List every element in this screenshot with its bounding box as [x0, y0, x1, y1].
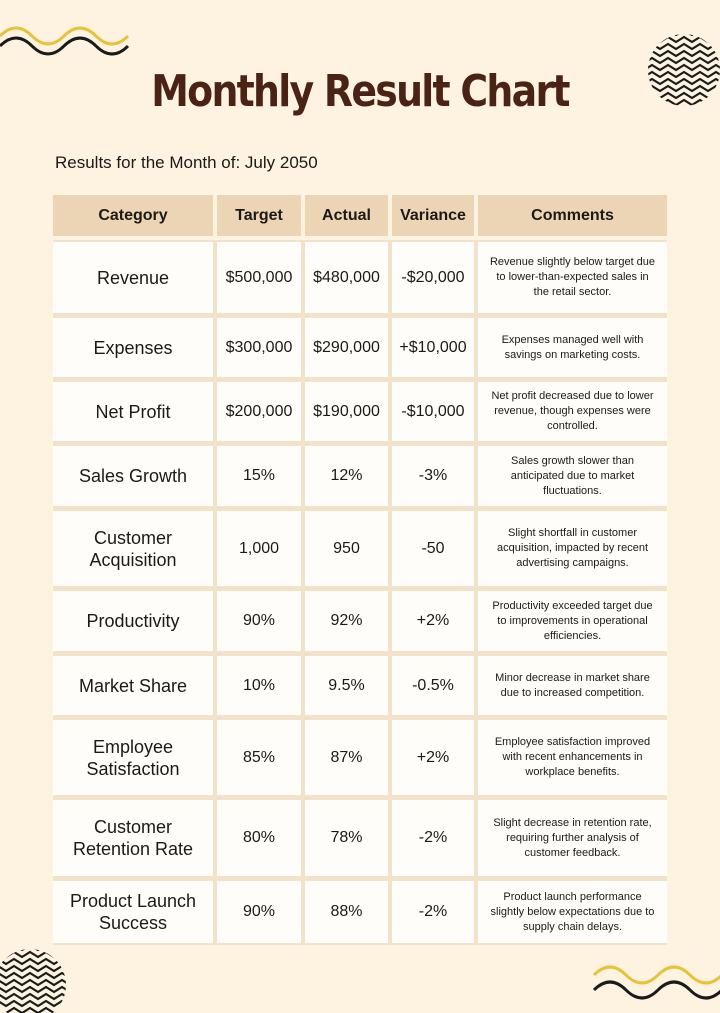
zigzag-line [648, 49, 720, 58]
column-header: Category [53, 195, 213, 236]
zigzag-line [0, 985, 66, 994]
category-cell: Customer Retention Rate [53, 800, 213, 876]
value-cell: $480,000 [305, 242, 388, 313]
zigzag-line [648, 84, 720, 93]
wave [0, 26, 130, 46]
comment-cell: Slight decrease in retention rate, requi… [478, 800, 667, 876]
value-cell: $500,000 [217, 242, 301, 313]
zigzag-circle [0, 949, 66, 1013]
comment-cell: Expenses managed well with savings on ma… [478, 318, 667, 377]
category-cell: Revenue [53, 242, 213, 313]
category-cell: Market Share [53, 656, 213, 715]
value-cell: 15% [217, 446, 301, 506]
comment-cell: Revenue slightly below target due to low… [478, 242, 667, 313]
category-cell: Productivity [53, 591, 213, 651]
value-cell: +2% [392, 720, 474, 795]
wave [0, 36, 130, 56]
value-cell: 12% [305, 446, 388, 506]
value-cell: 80% [217, 800, 301, 876]
zigzag-line [0, 971, 66, 980]
zigzag-line [0, 1006, 66, 1013]
zigzag-line [0, 950, 66, 959]
comment-cell: Employee satisfaction improved with rece… [478, 720, 667, 795]
zigzag-line [0, 978, 66, 987]
value-cell: -3% [392, 446, 474, 506]
value-cell: 90% [217, 591, 301, 651]
category-cell: Product Launch Success [53, 881, 213, 943]
value-cell: -$10,000 [392, 382, 474, 441]
value-cell: 92% [305, 591, 388, 651]
column-header: Target [217, 195, 301, 236]
value-cell: 10% [217, 656, 301, 715]
value-cell: -0.5% [392, 656, 474, 715]
column-header: Comments [478, 195, 667, 236]
value-cell: 950 [305, 511, 388, 586]
value-cell: -2% [392, 881, 474, 943]
zigzag-line [648, 63, 720, 72]
wave [592, 980, 720, 1000]
zigzag-line [648, 56, 720, 65]
value-cell: 9.5% [305, 656, 388, 715]
value-cell: 1,000 [217, 511, 301, 586]
zigzag-line [648, 77, 720, 86]
column-header: Actual [305, 195, 388, 236]
value-cell: +2% [392, 591, 474, 651]
comment-cell: Product launch performance slightly belo… [478, 881, 667, 943]
zigzag-line [648, 70, 720, 79]
value-cell: -50 [392, 511, 474, 586]
value-cell: -$20,000 [392, 242, 474, 313]
comment-cell: Productivity exceeded target due to impr… [478, 591, 667, 651]
wave [592, 965, 720, 985]
value-cell: 90% [217, 881, 301, 943]
zigzag-line [648, 35, 720, 44]
value-cell: $300,000 [217, 318, 301, 377]
value-cell: 87% [305, 720, 388, 795]
zigzag-line [644, 23, 720, 28]
comment-cell: Slight shortfall in customer acquisition… [478, 511, 667, 586]
value-cell: 78% [305, 800, 388, 876]
category-cell: Expenses [53, 318, 213, 377]
value-cell: 85% [217, 720, 301, 795]
category-cell: Employee Satisfaction [53, 720, 213, 795]
zigzag-line [648, 34, 720, 37]
title: Monthly Result Chart [151, 66, 570, 117]
zigzag-line [0, 957, 66, 966]
value-cell: 88% [305, 881, 388, 943]
category-cell: Net Profit [53, 382, 213, 441]
subtitle: Results for the Month of: July 2050 [55, 153, 318, 172]
value-cell: $200,000 [217, 382, 301, 441]
value-cell: -2% [392, 800, 474, 876]
zigzag-line [0, 999, 66, 1008]
zigzag-line [648, 42, 720, 51]
comment-cell: Sales growth slower than anticipated due… [478, 446, 667, 506]
zigzag-line [0, 964, 66, 973]
column-header: Variance [392, 195, 474, 236]
zigzag-line [0, 992, 66, 1001]
value-cell: $290,000 [305, 318, 388, 377]
comment-cell: Minor decrease in market share due to in… [478, 656, 667, 715]
category-cell: Customer Acquisition [53, 511, 213, 586]
zigzag-line [0, 949, 66, 952]
category-cell: Sales Growth [53, 446, 213, 506]
comment-cell: Net profit decreased due to lower revenu… [478, 382, 667, 441]
value-cell: +$10,000 [392, 318, 474, 377]
value-cell: $190,000 [305, 382, 388, 441]
